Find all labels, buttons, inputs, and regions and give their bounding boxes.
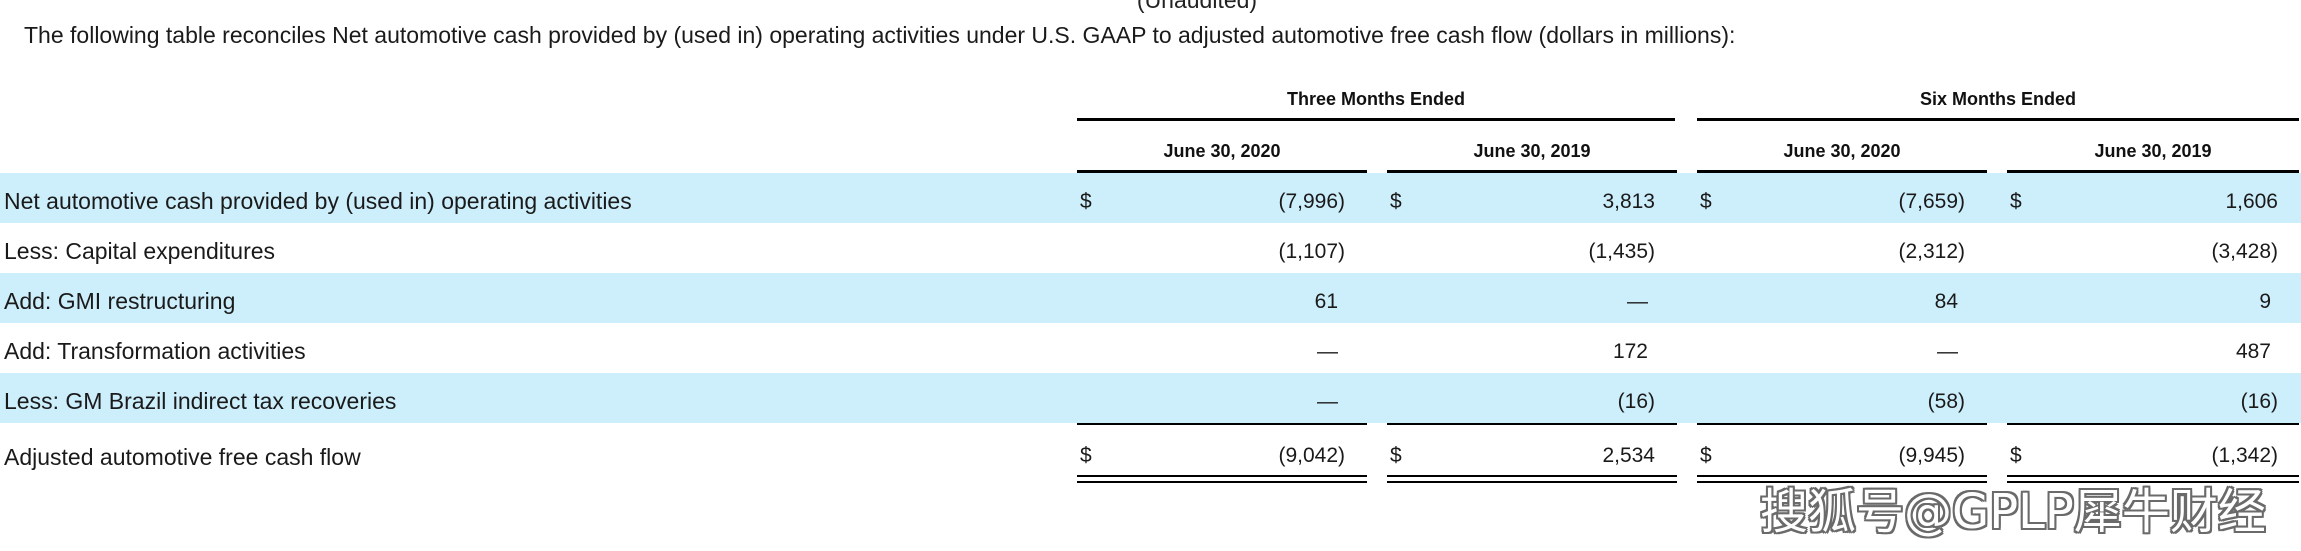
- table-cell: 487: [2235, 340, 2271, 363]
- table-cell: 84: [1934, 290, 1958, 313]
- column-header-line: [1697, 170, 1987, 173]
- double-underline: [1697, 475, 1987, 477]
- table-cell: (3,428): [2211, 240, 2278, 263]
- total-cell: (9,042): [1278, 444, 1345, 467]
- table-cell: 172: [1612, 340, 1648, 363]
- watermark-text: 搜狐号@GPLP犀牛财经: [1760, 484, 2266, 540]
- group-header-six-months: Six Months Ended: [1919, 89, 2076, 109]
- table-cell: (1,435): [1588, 240, 1655, 263]
- row-label: Less: GM Brazil indirect tax recoveries: [4, 388, 397, 414]
- dollar-sign: $: [1700, 444, 1712, 467]
- row-band: [0, 273, 2301, 323]
- table-cell: 9: [2259, 290, 2271, 313]
- table-cell: (7,996): [1278, 190, 1345, 213]
- subtotal-line: [1697, 423, 1987, 425]
- table-cell: —: [1317, 340, 1338, 363]
- dollar-sign: $: [2010, 190, 2022, 213]
- intro-paragraph: The following table reconciles Net autom…: [24, 22, 1736, 48]
- total-row-label: Adjusted automotive free cash flow: [4, 444, 361, 470]
- row-band: [0, 373, 2301, 423]
- table-cell: (7,659): [1898, 190, 1965, 213]
- subtotal-line: [1387, 423, 1677, 425]
- dollar-sign: $: [1080, 444, 1092, 467]
- double-underline: [2007, 481, 2299, 483]
- clipped-header-text: (Unaudited): [1136, 0, 1258, 13]
- double-underline: [1387, 481, 1677, 483]
- table-cell: (16): [1617, 390, 1655, 413]
- table-cell: 3,813: [1602, 190, 1655, 213]
- group-header-three-months: Three Months Ended: [1286, 89, 1465, 109]
- column-header: June 30, 2020: [1163, 141, 1281, 161]
- column-header-line: [1077, 170, 1367, 173]
- dollar-sign: $: [1080, 190, 1092, 213]
- row-band: [0, 173, 2301, 223]
- column-header: June 30, 2020: [1783, 141, 1901, 161]
- double-underline: [1077, 481, 1367, 483]
- dollar-sign: $: [1700, 190, 1712, 213]
- double-underline: [1697, 481, 1987, 483]
- double-underline: [2007, 475, 2299, 477]
- table-cell: —: [1317, 390, 1338, 413]
- subtotal-line: [1077, 423, 1367, 425]
- total-cell: (9,945): [1898, 444, 1965, 467]
- row-label: Add: GMI restructuring: [4, 288, 236, 314]
- row-label: Net automotive cash provided by (used in…: [4, 188, 632, 214]
- total-cell: (1,342): [2211, 444, 2278, 467]
- total-cell: 2,534: [1602, 444, 1655, 467]
- table-cell: (1,107): [1278, 240, 1345, 263]
- row-label: Add: Transformation activities: [4, 338, 306, 364]
- column-header: June 30, 2019: [2094, 141, 2212, 161]
- double-underline: [1077, 475, 1367, 477]
- table-cell: (2,312): [1898, 240, 1965, 263]
- column-header-line: [2007, 170, 2299, 173]
- table-cell: (16): [2240, 390, 2278, 413]
- table-cell: 61: [1314, 290, 1338, 313]
- column-header: June 30, 2019: [1473, 141, 1591, 161]
- table-cell: —: [1937, 340, 1958, 363]
- table-cell: 1,606: [2225, 190, 2278, 213]
- table-cell: —: [1627, 290, 1648, 313]
- dollar-sign: $: [1390, 444, 1402, 467]
- dollar-sign: $: [2010, 444, 2022, 467]
- subtotal-line: [2007, 423, 2299, 425]
- dollar-sign: $: [1390, 190, 1402, 213]
- double-underline: [1387, 475, 1677, 477]
- column-header-line: [1387, 170, 1677, 173]
- table-cell: (58): [1927, 390, 1965, 413]
- group-header-line: [1697, 118, 2299, 121]
- row-label: Less: Capital expenditures: [4, 238, 276, 264]
- group-header-line: [1077, 118, 1675, 121]
